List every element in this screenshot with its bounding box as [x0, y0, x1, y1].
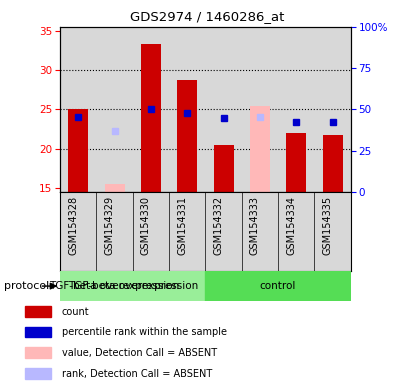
Bar — [205, 271, 351, 301]
Bar — [141, 44, 161, 192]
Text: GSM154335: GSM154335 — [322, 196, 332, 255]
Bar — [68, 109, 88, 192]
Text: GSM154333: GSM154333 — [250, 196, 260, 255]
Bar — [322, 136, 342, 192]
Bar — [60, 271, 205, 301]
Text: TGF-beta overexpression: TGF-beta overexpression — [49, 281, 180, 291]
Bar — [105, 184, 124, 192]
Text: count: count — [62, 307, 89, 317]
Bar — [60, 27, 96, 192]
Bar — [133, 192, 169, 271]
Bar — [286, 133, 306, 192]
Bar — [60, 192, 96, 271]
Text: GSM154329: GSM154329 — [105, 196, 115, 255]
Text: GSM154332: GSM154332 — [214, 196, 224, 255]
Bar — [315, 192, 351, 271]
Text: percentile rank within the sample: percentile rank within the sample — [62, 328, 227, 338]
Bar — [177, 80, 197, 192]
Text: value, Detection Call = ABSENT: value, Detection Call = ABSENT — [62, 348, 217, 358]
Bar — [205, 27, 242, 192]
Bar — [205, 192, 242, 271]
Bar — [278, 27, 315, 192]
Bar — [96, 192, 133, 271]
Bar — [242, 192, 278, 271]
Bar — [242, 27, 278, 192]
Text: TGF-beta overexpression: TGF-beta overexpression — [68, 281, 198, 291]
Bar — [169, 27, 205, 192]
Text: control: control — [260, 281, 296, 291]
Bar — [214, 145, 234, 192]
Text: protocol: protocol — [4, 281, 49, 291]
Text: GSM154330: GSM154330 — [141, 196, 151, 255]
Bar — [169, 192, 205, 271]
Bar — [278, 192, 315, 271]
Bar — [96, 27, 133, 192]
Text: GSM154331: GSM154331 — [177, 196, 187, 255]
Bar — [250, 106, 270, 192]
Text: GSM154328: GSM154328 — [68, 196, 78, 255]
Bar — [25, 368, 51, 379]
Bar — [315, 27, 351, 192]
Bar — [133, 27, 169, 192]
Bar — [25, 306, 51, 317]
Bar — [25, 327, 51, 338]
Bar — [25, 347, 51, 358]
Text: GDS2974 / 1460286_at: GDS2974 / 1460286_at — [130, 10, 285, 23]
Text: rank, Detection Call = ABSENT: rank, Detection Call = ABSENT — [62, 369, 212, 379]
Text: GSM154334: GSM154334 — [286, 196, 296, 255]
